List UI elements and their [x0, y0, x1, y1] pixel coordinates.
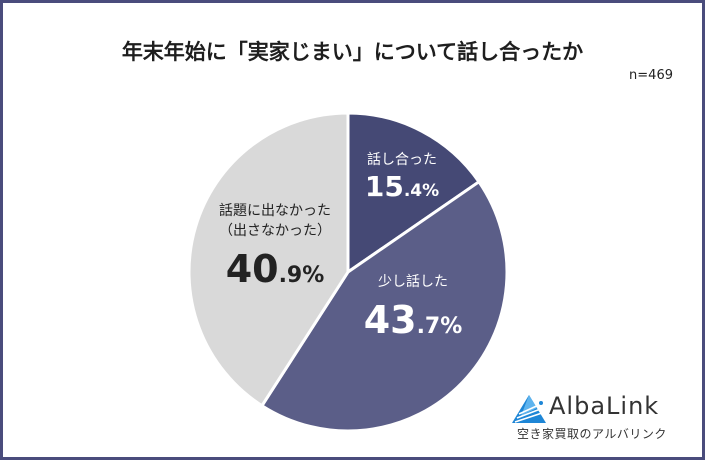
logo-tagline: 空き家買取のアルバリンク — [517, 427, 667, 441]
label-none-name-1: 話題に出なかった — [219, 203, 331, 219]
label-talked-pct-dec: .4% — [403, 181, 440, 201]
label-little-pct-int: 43 — [363, 298, 417, 342]
pie-slice-none — [187, 111, 350, 408]
sample-size: n=469 — [629, 68, 673, 83]
label-none-name-2: （出さなかった） — [219, 223, 331, 239]
label-talked-pct-int: 15 — [364, 170, 404, 203]
label-talked-name: 話し合った — [367, 152, 437, 168]
label-little-name: 少し話した — [378, 274, 448, 290]
label-none-pct-dec: .9% — [278, 263, 325, 288]
albalink-logo: AlbaLink 空き家買取のアルバリンク — [511, 392, 681, 446]
albalink-triangle-icon — [512, 395, 546, 423]
chart-title: 年末年始に「実家じまい」について話し合ったか — [121, 40, 584, 64]
label-none: 話題に出なかった （出さなかった） 40.9% — [205, 201, 345, 291]
label-talked: 話し合った 15.4% — [352, 150, 452, 203]
label-little-pct-dec: .7% — [416, 314, 463, 339]
pie-slice-little — [260, 180, 509, 433]
label-little: 少し話した 43.7% — [358, 272, 468, 342]
logo-wordmark: AlbaLink — [549, 392, 660, 420]
pie-slice-talked — [346, 111, 481, 274]
label-none-pct-int: 40 — [225, 247, 279, 291]
